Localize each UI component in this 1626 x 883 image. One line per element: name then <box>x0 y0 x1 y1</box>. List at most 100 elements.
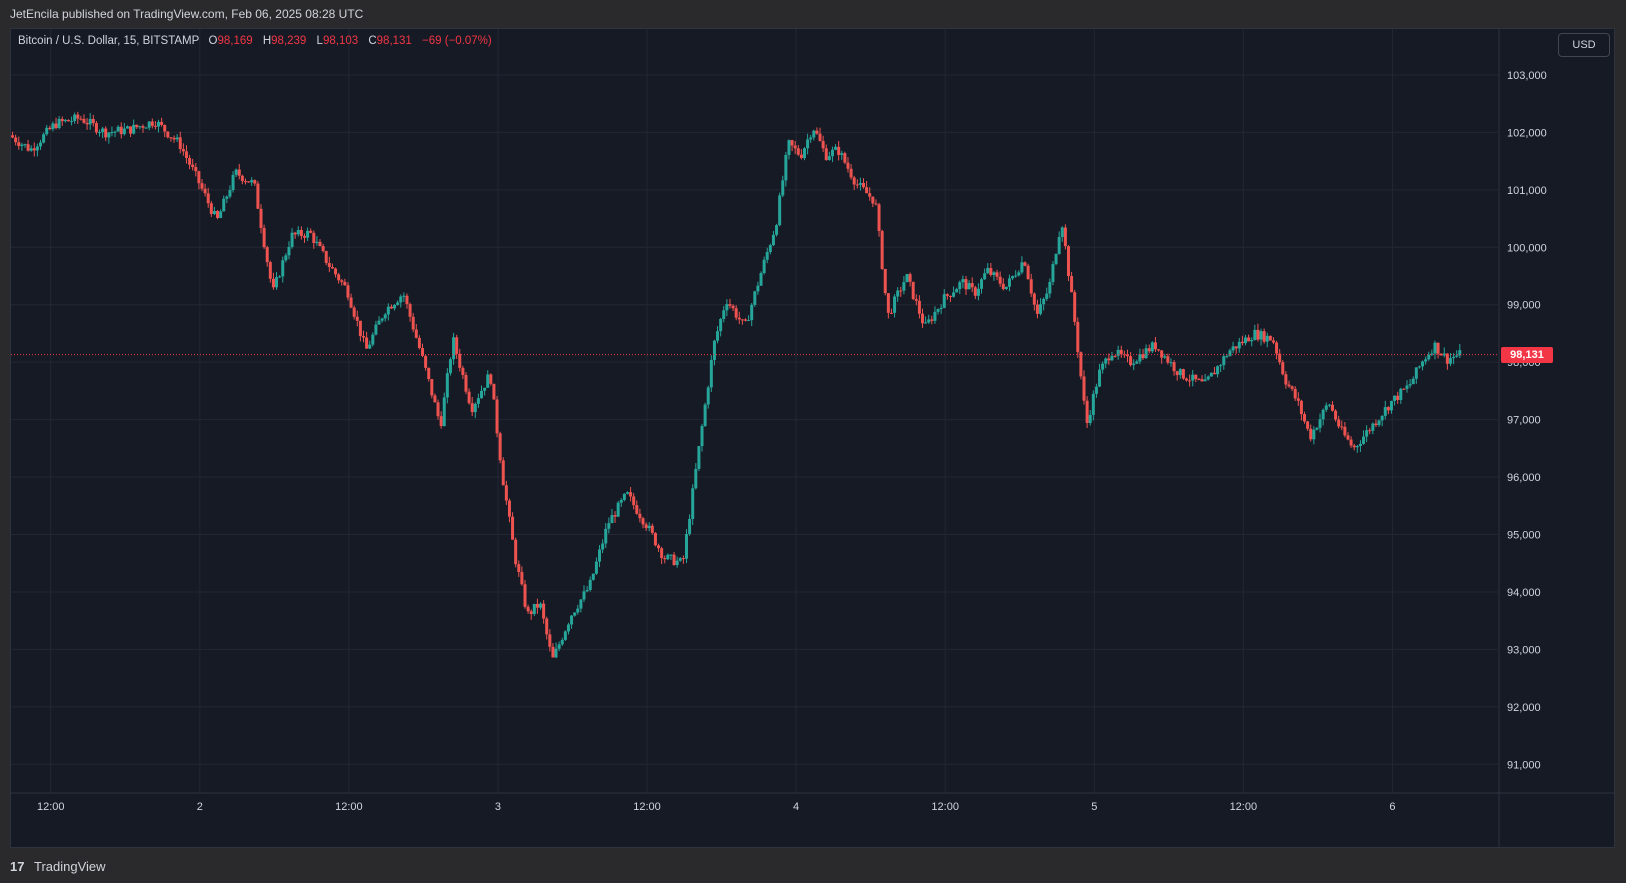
candle-body <box>228 190 232 197</box>
candle-body <box>582 591 586 600</box>
candle-body <box>1374 423 1378 426</box>
candle-body <box>184 151 188 159</box>
candlestick-chart[interactable]: 103,000102,000101,000100,00099,00098,000… <box>11 29 1614 847</box>
candle-body <box>1169 362 1173 364</box>
candle-body <box>445 373 449 398</box>
candle-body <box>747 320 751 322</box>
candle-body <box>955 289 959 293</box>
y-tick-label: 96,000 <box>1507 472 1541 484</box>
candle-body <box>837 146 841 155</box>
candle-body <box>1439 353 1443 356</box>
candle-body <box>1321 409 1325 420</box>
candle-body <box>706 387 710 405</box>
candle-body <box>1275 342 1279 354</box>
symbol-title[interactable]: Bitcoin / U.S. Dollar, 15, BITSTAMP <box>18 35 200 47</box>
candle-body <box>1035 304 1039 314</box>
candle-body <box>1442 353 1446 356</box>
candle-body <box>700 425 704 447</box>
candle-body <box>1402 388 1406 390</box>
candle-body <box>911 281 915 300</box>
candle-body <box>653 532 657 546</box>
candle-body <box>287 246 291 256</box>
candle-body <box>489 374 493 384</box>
candle-body <box>271 278 275 288</box>
y-tick-label: 99,000 <box>1507 300 1541 312</box>
candle-body <box>1085 400 1089 423</box>
candle-body <box>380 318 384 321</box>
footer-bar: 17 TradingView <box>0 850 1626 883</box>
candle-body <box>240 175 244 182</box>
candle-body <box>1185 378 1189 381</box>
candle-body <box>94 123 98 133</box>
candle-body <box>790 140 794 146</box>
candle-body <box>796 148 800 155</box>
candle-body <box>650 525 654 533</box>
candle-body <box>1141 354 1145 359</box>
candle-body <box>1346 435 1350 440</box>
candle-body <box>119 126 123 135</box>
candle-body <box>393 304 397 309</box>
candle-body <box>526 606 530 612</box>
candle-body <box>768 245 772 253</box>
candle-body <box>930 319 934 321</box>
candle-body <box>1070 276 1074 293</box>
candle-body <box>830 149 834 157</box>
candle-body <box>1281 362 1285 375</box>
candle-body <box>1315 427 1319 430</box>
candle-body <box>1362 436 1366 444</box>
currency-button[interactable]: USD <box>1558 33 1610 57</box>
candle-body <box>1054 253 1058 265</box>
candle-body <box>740 319 744 321</box>
candle-body <box>1237 341 1241 349</box>
candle-body <box>203 188 207 194</box>
candle-body <box>1436 342 1440 354</box>
candle-body <box>473 403 477 413</box>
chart-pane[interactable]: 103,000 102,000 101,000 100,000 99,000 98,000… <box>10 28 1615 848</box>
candle-body <box>1119 349 1123 355</box>
tradingview-brand[interactable]: TradingView <box>34 859 106 874</box>
x-tick-label: 12:00 <box>335 801 363 813</box>
candle-body <box>405 295 409 305</box>
candle-body <box>1417 366 1421 368</box>
candle-body <box>815 130 819 134</box>
candle-body <box>1088 414 1092 423</box>
candle-body <box>29 148 33 151</box>
candle-body <box>389 306 393 309</box>
symbol-legend: Bitcoin / U.S. Dollar, 15, BITSTAMP O98,… <box>18 35 499 47</box>
candle-body <box>501 460 505 486</box>
candle-body <box>1414 367 1418 379</box>
candle-body <box>1051 264 1055 282</box>
candle-body <box>125 126 129 129</box>
candle-body <box>607 523 611 529</box>
candle-body <box>157 121 161 127</box>
candle-body <box>1427 354 1431 360</box>
candle-body <box>939 307 943 310</box>
candle-body <box>1259 331 1263 340</box>
candle-body <box>122 128 126 135</box>
candle-body <box>321 246 325 252</box>
candle-body <box>681 558 685 560</box>
candle-body <box>222 198 226 212</box>
candle-body <box>172 137 176 140</box>
candle-body <box>1045 293 1049 299</box>
candle-body <box>961 279 965 283</box>
candle-body <box>436 402 440 417</box>
candle-body <box>1358 443 1362 446</box>
candle-body <box>243 181 247 183</box>
candle-body <box>1042 298 1046 305</box>
candle-body <box>1222 356 1226 366</box>
candle-body <box>442 397 446 427</box>
candle-body <box>371 334 375 345</box>
candle-body <box>60 118 64 122</box>
candle-body <box>209 203 213 215</box>
candle-body <box>1312 429 1316 440</box>
candle-body <box>23 144 27 146</box>
x-tick-label: 12:00 <box>931 801 959 813</box>
y-tick-label: 101,000 <box>1507 185 1547 197</box>
candle-body <box>1178 369 1182 376</box>
candle-body <box>1421 361 1425 367</box>
candle-body <box>492 383 496 400</box>
candle-body <box>160 121 164 125</box>
candle-body <box>1253 329 1257 341</box>
candle-body <box>834 146 838 150</box>
